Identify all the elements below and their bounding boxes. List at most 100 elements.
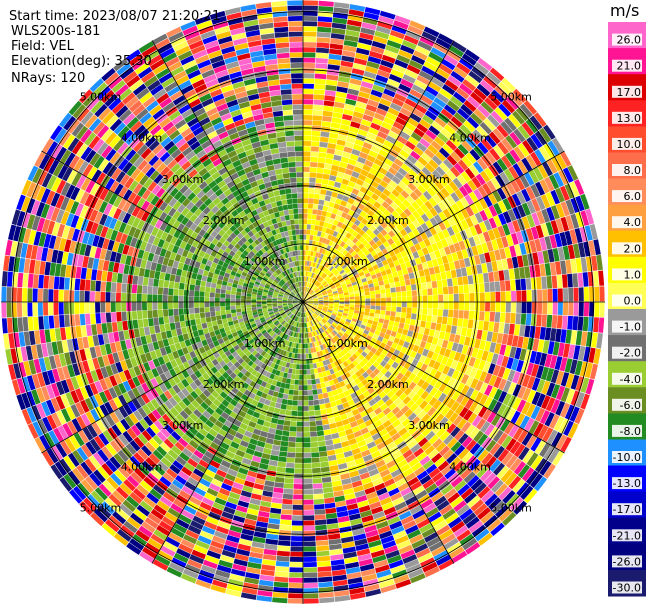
- ppi-cell: [375, 305, 381, 310]
- ppi-cell: [313, 89, 325, 95]
- ppi-cell: [322, 254, 327, 261]
- ppi-cell: [321, 179, 329, 185]
- ppi-cell: [303, 426, 310, 432]
- ppi-cell: [419, 138, 431, 148]
- ppi-cell: [428, 125, 440, 136]
- ppi-cell: [318, 440, 326, 447]
- ppi-cell: [400, 163, 411, 173]
- ppi-cell: [379, 213, 388, 221]
- ppi-cell: [306, 293, 310, 298]
- ppi-cell: [368, 127, 379, 136]
- ppi-cell: [414, 104, 428, 114]
- ppi-cell: [364, 109, 376, 118]
- ppi-cell: [351, 223, 358, 231]
- ppi-cell: [316, 37, 331, 43]
- ppi-cell: [291, 410, 298, 416]
- ppi-cell: [494, 312, 501, 323]
- ppi-cell: [404, 122, 416, 132]
- ppi-cell: [278, 540, 291, 546]
- ppi-cell: [303, 182, 309, 188]
- ppi-cell: [365, 298, 371, 302]
- ppi-cell: [394, 140, 405, 149]
- ppi-cell: [303, 167, 310, 172]
- ppi-cell: [401, 296, 407, 302]
- ppi-cell: [378, 205, 387, 213]
- ppi-cell: [358, 37, 373, 46]
- ppi-cell: [349, 78, 362, 86]
- ppi-cell: [303, 146, 311, 152]
- ppi-cell: [494, 281, 501, 292]
- ppi-cell: [303, 78, 315, 84]
- ppi-cell: [336, 171, 345, 179]
- ppi-cell: [321, 260, 327, 266]
- ppi-cell: [290, 379, 295, 385]
- ppi-cell: [458, 285, 464, 294]
- ppi-cell: [307, 276, 310, 282]
- ppi-cell: [413, 50, 428, 61]
- ppi-cell: [397, 112, 410, 122]
- ppi-cell: [310, 229, 315, 236]
- ppi-cell: [366, 172, 376, 181]
- ppi-cell: [338, 228, 345, 235]
- ppi-cell: [414, 79, 428, 90]
- ppi-cell: [306, 276, 309, 282]
- ppi-cell: [510, 312, 516, 324]
- ppi-cell: [303, 177, 310, 183]
- ppi-cell: [385, 135, 397, 144]
- ppi-cell: [408, 59, 423, 70]
- ppi-cell: [369, 290, 376, 295]
- ppi-cell: [312, 267, 316, 273]
- ppi-cell: [305, 245, 309, 251]
- ppi-cell: [370, 298, 376, 302]
- ppi-cell: [313, 279, 317, 285]
- ppi-cell: [281, 504, 293, 510]
- ppi-cell: [303, 99, 314, 105]
- ppi-cell: [463, 284, 469, 294]
- ppi-cell: [339, 124, 350, 131]
- ppi-cell: [375, 209, 383, 217]
- ppi-cell: [375, 74, 389, 84]
- ppi-cell: [314, 509, 326, 515]
- ppi-cell: [326, 257, 331, 263]
- ppi-cell: [329, 252, 334, 259]
- ppi-cell: [303, 213, 308, 219]
- ppi-cell: [340, 156, 350, 164]
- ppi-cell: [367, 209, 375, 217]
- ppi-cell: [449, 135, 461, 147]
- ppi-cell: [304, 292, 307, 298]
- ppi-cell: [430, 101, 444, 113]
- ppi-cell: [416, 283, 422, 290]
- ppi-cell: [303, 432, 311, 437]
- ppi-cell: [311, 267, 315, 273]
- ppi-cell: [370, 205, 378, 213]
- ppi-cell: [340, 60, 354, 68]
- ppi-cell: [306, 224, 311, 230]
- ppi-cell: [406, 307, 412, 314]
- ppi-cell: [308, 245, 312, 251]
- ppi-cell: [453, 302, 459, 310]
- ppi-cell: [425, 56, 441, 68]
- ppi-cell: [347, 19, 362, 27]
- ppi-cell: [329, 265, 334, 271]
- ppi-cell: [381, 297, 386, 302]
- ppi-cell: [344, 168, 353, 176]
- ppi-cell: [379, 192, 388, 201]
- ppi-cell: [390, 69, 404, 79]
- ppi-cell: [371, 193, 379, 201]
- ppi-cell: [423, 26, 440, 38]
- ppi-cell: [459, 293, 465, 302]
- ppi-cell: [311, 457, 320, 463]
- ppi-cell: [309, 290, 314, 295]
- ppi-cell: [421, 282, 427, 290]
- ppi-cell: [402, 102, 415, 113]
- ppi-cell: [352, 230, 359, 238]
- ppi-cell: [462, 79, 476, 92]
- ppi-cell: [336, 239, 343, 246]
- ppi-cell: [290, 551, 303, 557]
- ppi-cell: [303, 374, 308, 380]
- ppi-cell: [310, 278, 314, 283]
- ppi-cell: [312, 235, 317, 241]
- ppi-cell: [437, 287, 443, 295]
- ppi-cell: [547, 302, 553, 315]
- ppi-cell: [438, 294, 444, 302]
